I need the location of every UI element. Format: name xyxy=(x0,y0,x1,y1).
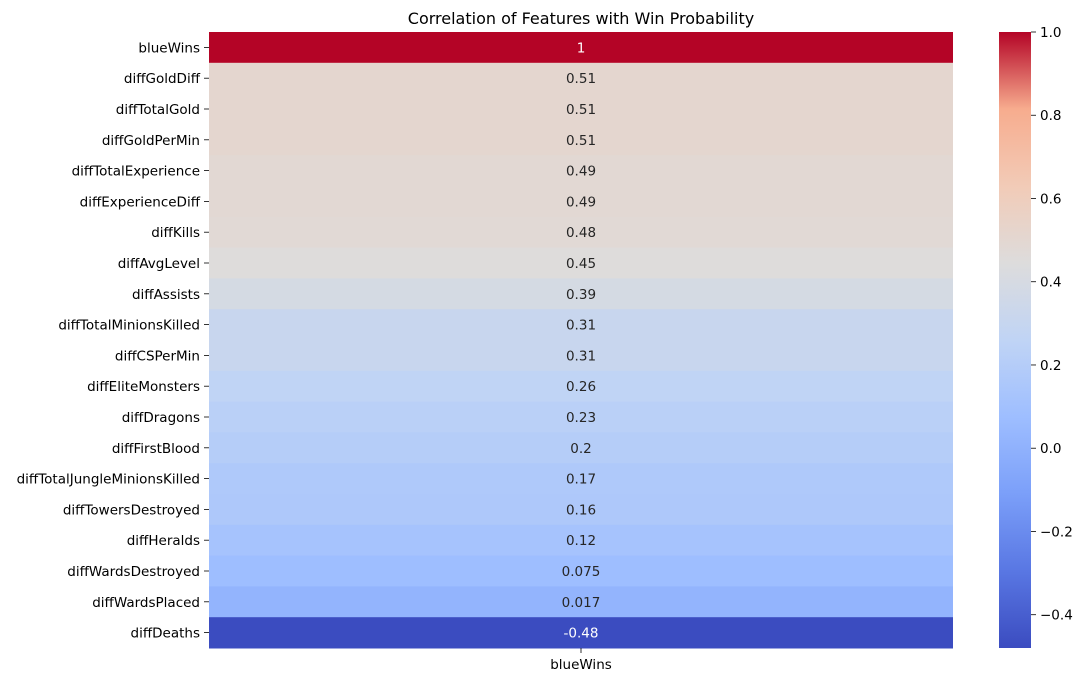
cell-value-label: 0.23 xyxy=(566,410,596,426)
chart-title: Correlation of Features with Win Probabi… xyxy=(408,9,754,28)
cell-value-label: 0.51 xyxy=(566,102,596,118)
row-label: diffWardsDestroyed xyxy=(67,564,200,580)
cell-value-label: -0.48 xyxy=(564,626,599,642)
row-label: diffExperienceDiff xyxy=(80,194,201,210)
row-labels: blueWins diffGoldDiff diffTotalGold diffGol… xyxy=(17,40,209,642)
colorbar-tick-label: 1.0 xyxy=(1040,25,1061,41)
heatmap-cells: 1 0.51 0.51 0.51 0.49 0.49 0.48 0.45 0.39 0.31 0.3… xyxy=(209,32,953,649)
row-label: diffDeaths xyxy=(131,626,200,642)
row-label: diffGoldPerMin xyxy=(102,133,200,149)
colorbar-tick-label: 0.0 xyxy=(1040,441,1061,457)
heatmap-cell xyxy=(209,555,953,587)
heatmap-cell xyxy=(209,186,953,218)
cell-value-label: 0.16 xyxy=(566,502,596,518)
row-label: diffEliteMonsters xyxy=(87,379,200,395)
cell-value-label: 0.45 xyxy=(566,256,596,272)
row-label: diffTotalMinionsKilled xyxy=(58,318,200,334)
heatmap-cell xyxy=(209,463,953,495)
heatmap-cell xyxy=(209,278,953,310)
colorbar-tick-label: 0.4 xyxy=(1040,275,1061,291)
heatmap-cell xyxy=(209,617,953,649)
column-label: blueWins xyxy=(550,657,612,673)
heatmap-cell xyxy=(209,401,953,433)
heatmap-cell xyxy=(209,62,953,95)
colorbar-tick-label: −0.2 xyxy=(1040,524,1073,540)
cell-value-label: 0.12 xyxy=(566,533,596,549)
cell-value-label: 0.31 xyxy=(566,348,596,364)
row-label: diffTotalGold xyxy=(116,102,200,118)
colorbar: −0.4 −0.2 0.0 0.2 0.4 0.6 0.8 1.0 xyxy=(999,25,1073,648)
row-label: diffCSPerMin xyxy=(115,348,200,364)
colorbar-tick-label: −0.4 xyxy=(1040,608,1073,624)
row-label: diffWardsPlaced xyxy=(92,595,200,611)
heatmap-cell xyxy=(209,370,953,403)
cell-value-label: 0.075 xyxy=(562,564,601,580)
row-label: diffTotalExperience xyxy=(72,164,200,180)
heatmap-cell xyxy=(209,309,953,341)
row-label: diffGoldDiff xyxy=(124,71,201,87)
heatmap-cell xyxy=(209,93,953,125)
cell-value-label: 0.31 xyxy=(566,318,596,334)
heatmap-cell xyxy=(209,340,953,372)
row-label: diffTowersDestroyed xyxy=(63,502,200,518)
heatmap-cell xyxy=(209,247,953,279)
cell-value-label: 0.51 xyxy=(566,71,596,87)
cell-value-label: 0.39 xyxy=(566,287,596,303)
heatmap-cell xyxy=(209,155,953,187)
row-label: diffDragons xyxy=(122,410,200,426)
cell-value-label: 0.51 xyxy=(566,133,596,149)
heatmap-cell xyxy=(209,524,953,557)
cell-value-label: 0.2 xyxy=(570,441,591,457)
colorbar-tick-label: 0.6 xyxy=(1040,191,1061,207)
cell-value-label: 0.49 xyxy=(566,164,596,180)
heatmap-cell xyxy=(209,432,953,464)
row-label: diffHeralds xyxy=(127,533,200,549)
cell-value-label: 0.49 xyxy=(566,194,596,210)
heatmap-cell xyxy=(209,586,953,618)
heatmap-cell xyxy=(209,32,953,64)
colorbar-tick-label: 0.2 xyxy=(1040,358,1061,374)
heatmap-cell xyxy=(209,216,953,249)
colorbar-gradient xyxy=(999,32,1031,648)
column-labels: blueWins xyxy=(550,648,612,673)
row-label: diffKills xyxy=(151,225,200,241)
heatmap-cell xyxy=(209,124,953,156)
row-label: diffTotalJungleMinionsKilled xyxy=(17,472,200,488)
cell-value-label: 1 xyxy=(577,40,586,56)
row-label: diffAssists xyxy=(132,287,200,303)
cell-value-label: 0.17 xyxy=(566,472,596,488)
cell-value-label: 0.017 xyxy=(562,595,601,611)
cell-value-label: 0.48 xyxy=(566,225,596,241)
heatmap-cell xyxy=(209,494,953,526)
cell-value-label: 0.26 xyxy=(566,379,596,395)
colorbar-tick-label: 0.8 xyxy=(1040,108,1061,124)
row-label: diffAvgLevel xyxy=(118,256,200,272)
row-label: blueWins xyxy=(138,40,200,56)
row-label: diffFirstBlood xyxy=(112,441,200,457)
